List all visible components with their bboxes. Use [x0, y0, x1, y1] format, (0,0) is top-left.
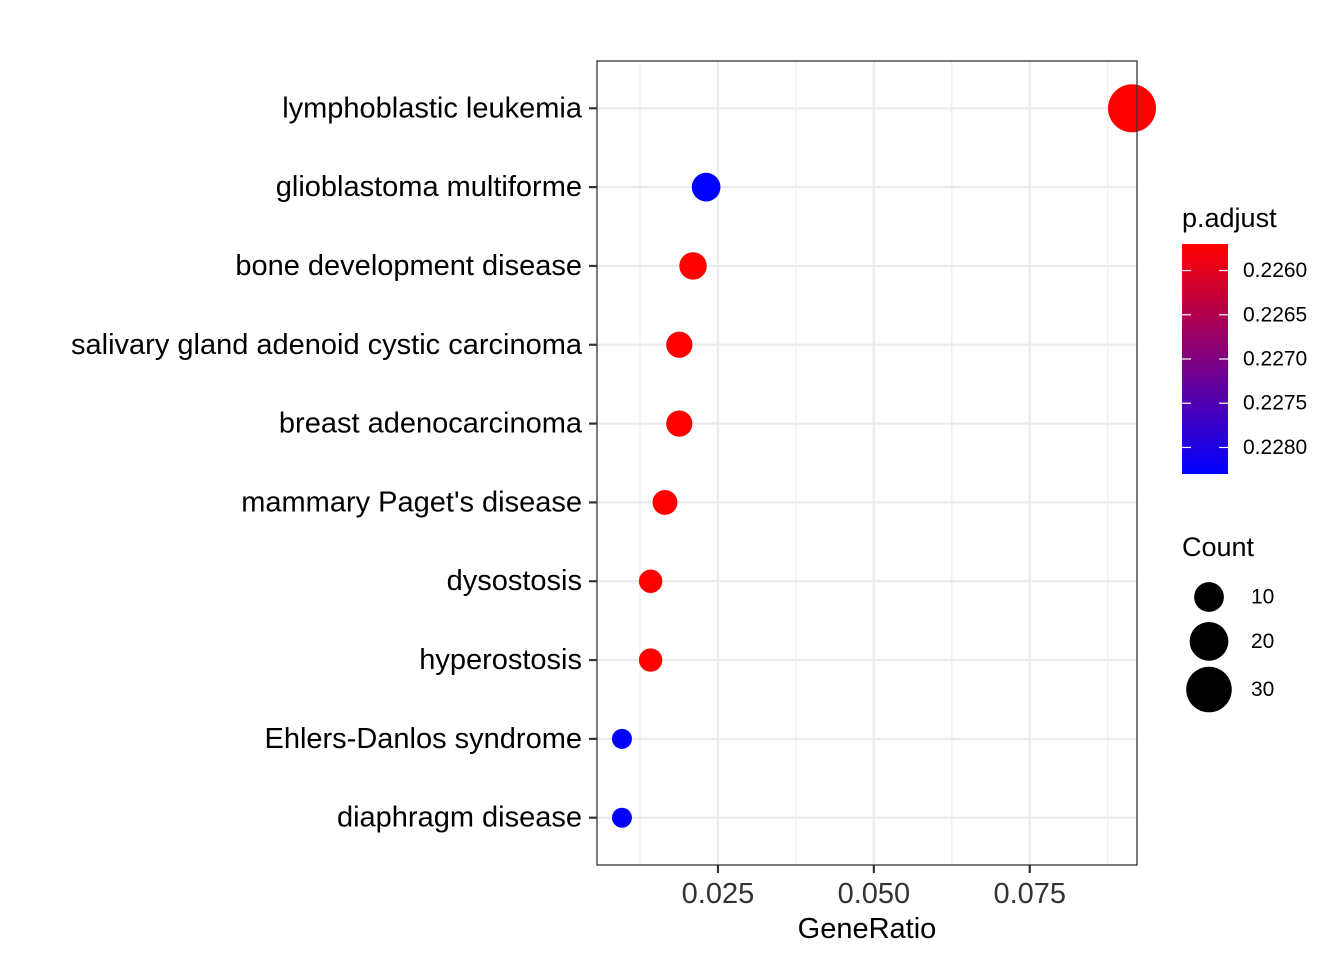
data-point — [638, 648, 663, 672]
color-bar-label: 0.2275 — [1243, 392, 1307, 415]
x-axis-label: 0.025 — [682, 878, 755, 910]
size-legend-items: 10 20 30 — [1186, 582, 1274, 713]
x-axis: 0.025 0.050 0.075 — [682, 865, 1066, 910]
x-axis-label: 0.075 — [993, 878, 1066, 910]
color-bar-label: 0.2280 — [1243, 436, 1307, 459]
data-point — [666, 331, 693, 358]
size-legend-point — [1194, 582, 1224, 612]
y-axis-label: hyperostosis — [419, 644, 582, 676]
size-legend-label: 10 — [1251, 586, 1274, 609]
size-legend-title: Count — [1182, 532, 1255, 562]
data-point — [691, 172, 721, 202]
y-axis-label: Ehlers-Danlos syndrome — [264, 723, 582, 755]
data-point — [679, 252, 707, 280]
size-legend-point — [1189, 622, 1229, 661]
data-point — [666, 410, 693, 437]
data-point — [611, 807, 632, 828]
size-legend: Count 10 20 30 — [1182, 532, 1274, 713]
size-legend-label: 30 — [1251, 678, 1274, 701]
y-axis-label: mammary Paget's disease — [241, 486, 582, 518]
y-axis-label: dysostosis — [447, 565, 582, 597]
y-axis-label: lymphoblastic leukemia — [282, 92, 583, 124]
y-axis: lymphoblastic leukemia glioblastoma multi… — [71, 92, 597, 834]
y-axis-label: salivary gland adenoid cystic carcinoma — [71, 329, 583, 361]
data-point — [638, 569, 663, 593]
color-bar-label: 0.2260 — [1243, 259, 1307, 282]
data-point — [611, 728, 632, 749]
data-point — [652, 489, 678, 515]
data-point — [1108, 84, 1157, 133]
color-bar-label: 0.2270 — [1243, 348, 1307, 371]
x-axis-title: GeneRatio — [798, 913, 937, 945]
y-axis-label: bone development disease — [235, 250, 582, 282]
data-points — [611, 84, 1157, 828]
y-axis-label: glioblastoma multiforme — [276, 171, 582, 203]
y-axis-label: breast adenocarcinoma — [279, 408, 583, 440]
color-legend-title: p.adjust — [1182, 203, 1277, 233]
color-bar-label: 0.2265 — [1243, 303, 1307, 326]
size-legend-point — [1186, 666, 1232, 713]
y-axis-label: diaphragm disease — [337, 802, 582, 834]
plot-panel-border — [596, 60, 1138, 866]
x-axis-label: 0.050 — [838, 878, 911, 910]
color-bar-ticks: 0.2260 0.2265 0.2270 0.2275 0.2280 — [1182, 259, 1307, 459]
size-legend-label: 20 — [1251, 630, 1274, 653]
color-legend: p.adjust 0.2260 0.2265 0.2270 0.2275 0.2280 — [1182, 203, 1307, 474]
